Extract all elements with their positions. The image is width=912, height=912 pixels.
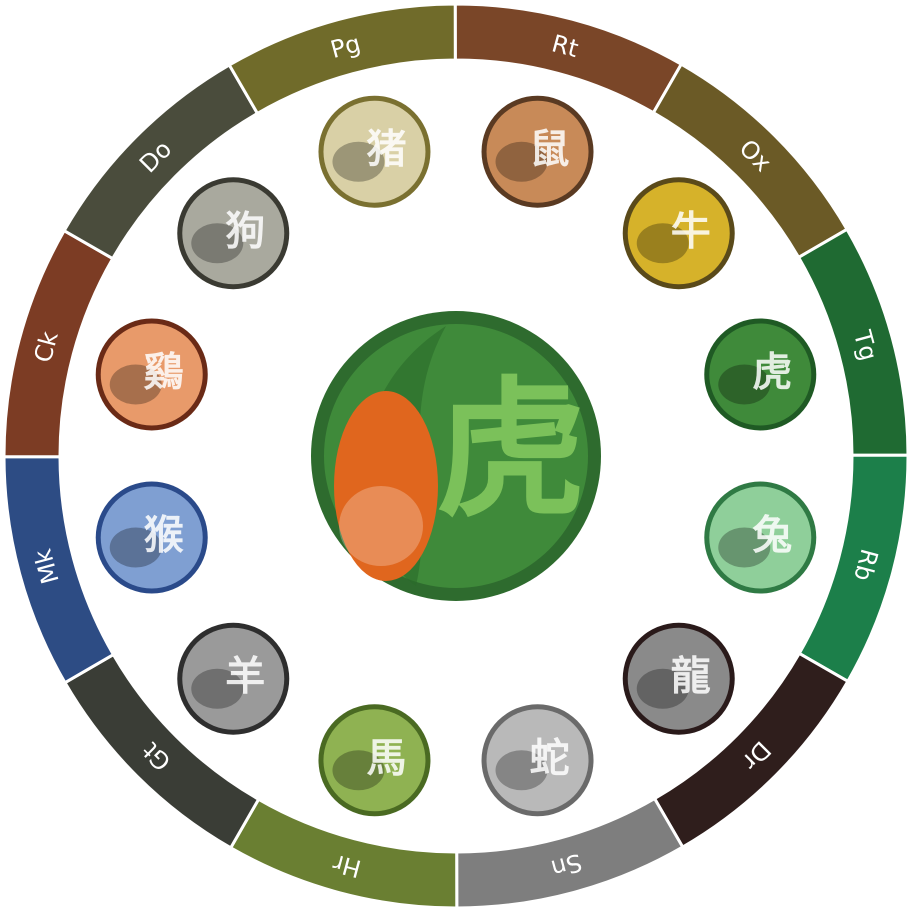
medallion-face xyxy=(627,627,730,730)
tiger-icon xyxy=(718,364,771,405)
goat-icon xyxy=(191,668,244,709)
medallion-snake: 蛇 xyxy=(481,704,594,817)
medallion-face xyxy=(486,100,589,203)
tiger-face-icon xyxy=(339,486,423,566)
medallion-character: 鼠 xyxy=(530,127,570,173)
dog-icon xyxy=(191,223,244,264)
medallion-character: 牛 xyxy=(671,208,711,254)
center-character: 虎 xyxy=(436,364,586,538)
snake-icon xyxy=(495,750,548,791)
medallion-face xyxy=(486,709,589,812)
center-medallion: 虎 xyxy=(311,311,601,601)
medallion-horse: 馬 xyxy=(318,704,431,817)
medallion-face xyxy=(323,100,426,203)
medallion-goat: 羊 xyxy=(177,622,290,735)
medallion-character: 猴 xyxy=(144,513,184,559)
medallion-rabbit: 兔 xyxy=(704,481,817,594)
medallion-face xyxy=(182,182,285,285)
medallion-character: 龍 xyxy=(671,654,711,700)
ring-segment-pg xyxy=(227,2,457,116)
medallion-character: 蛇 xyxy=(530,735,570,781)
dragon-icon xyxy=(636,668,689,709)
medallion-face xyxy=(709,486,812,589)
pig-icon xyxy=(332,141,385,182)
medallion-character: 狗 xyxy=(225,208,265,254)
medallion-ox: 牛 xyxy=(622,177,735,290)
horse-icon xyxy=(332,750,385,791)
medallion-character: 馬 xyxy=(366,735,406,781)
tiger-icon xyxy=(334,391,438,581)
medallion-character: 兔 xyxy=(752,513,792,559)
medallion-face xyxy=(100,323,203,426)
ox-icon xyxy=(636,223,689,264)
medallion-monkey: 猴 xyxy=(95,481,208,594)
medallion-face xyxy=(709,323,812,426)
medallion-rooster: 鷄 xyxy=(95,318,208,431)
medallion-pig: 猪 xyxy=(318,95,431,208)
monkey-icon xyxy=(109,527,162,568)
medallion-dragon: 龍 xyxy=(622,622,735,735)
medallion-face xyxy=(627,182,730,285)
rabbit-icon xyxy=(718,527,771,568)
medallion-dog: 狗 xyxy=(177,177,290,290)
medallion-face xyxy=(100,486,203,589)
rat-icon xyxy=(495,141,548,182)
medallion-character: 鷄 xyxy=(143,349,184,395)
medallion-character: 虎 xyxy=(752,349,792,395)
medallion-face xyxy=(182,627,285,730)
medallion-character: 羊 xyxy=(225,654,265,700)
medallion-tiger: 虎 xyxy=(704,318,817,431)
medallion-face xyxy=(323,709,426,812)
rooster-icon xyxy=(109,364,162,405)
medallion-rat: 鼠 xyxy=(481,95,594,208)
medallion-character: 猪 xyxy=(366,127,406,173)
